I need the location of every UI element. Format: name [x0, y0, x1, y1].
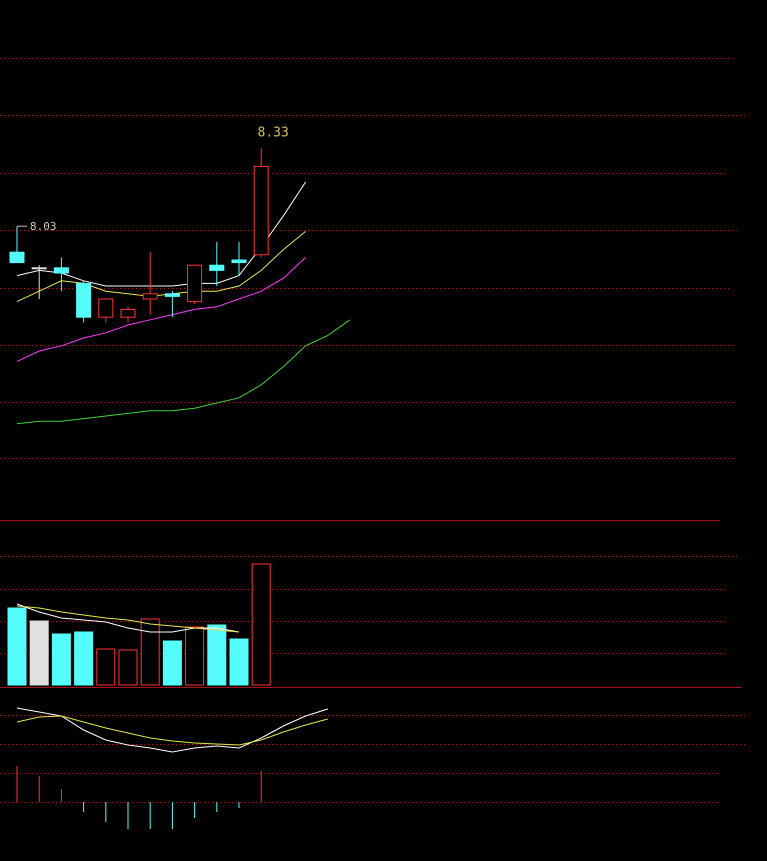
candle-body — [76, 282, 92, 318]
moving-average-line — [16, 257, 306, 362]
candle-body — [142, 293, 158, 300]
candle-body — [253, 165, 269, 256]
macd-line — [16, 707, 328, 753]
volume-bar — [229, 638, 249, 686]
candle-body — [231, 259, 247, 264]
candle-body — [209, 264, 225, 271]
volume-average-line — [16, 605, 240, 633]
volume-bar — [29, 620, 49, 686]
moving-average-line — [16, 231, 306, 303]
volume-bar — [207, 624, 227, 686]
volume-average-line — [16, 603, 240, 633]
moving-average-line — [16, 319, 351, 425]
grid — [0, 58, 745, 803]
volume-bar — [51, 633, 71, 686]
candle-body — [53, 267, 69, 274]
volume-bar — [162, 640, 182, 686]
candle-body — [31, 267, 47, 270]
volume-bar — [7, 607, 27, 686]
candle-body — [164, 293, 180, 297]
candle-body — [120, 308, 136, 318]
macd-line — [16, 715, 328, 746]
volume-bar — [140, 618, 160, 686]
candle-body — [187, 264, 203, 303]
volume-bar — [185, 626, 205, 686]
volume-bar — [74, 631, 94, 686]
volume-bar — [118, 649, 138, 686]
volume-bar — [251, 563, 271, 686]
candle-body — [98, 298, 114, 318]
candle-body — [9, 251, 25, 264]
high-label: 8.03 — [30, 220, 57, 233]
volume-bar — [96, 648, 116, 686]
high-label: 8.33 — [258, 126, 289, 141]
